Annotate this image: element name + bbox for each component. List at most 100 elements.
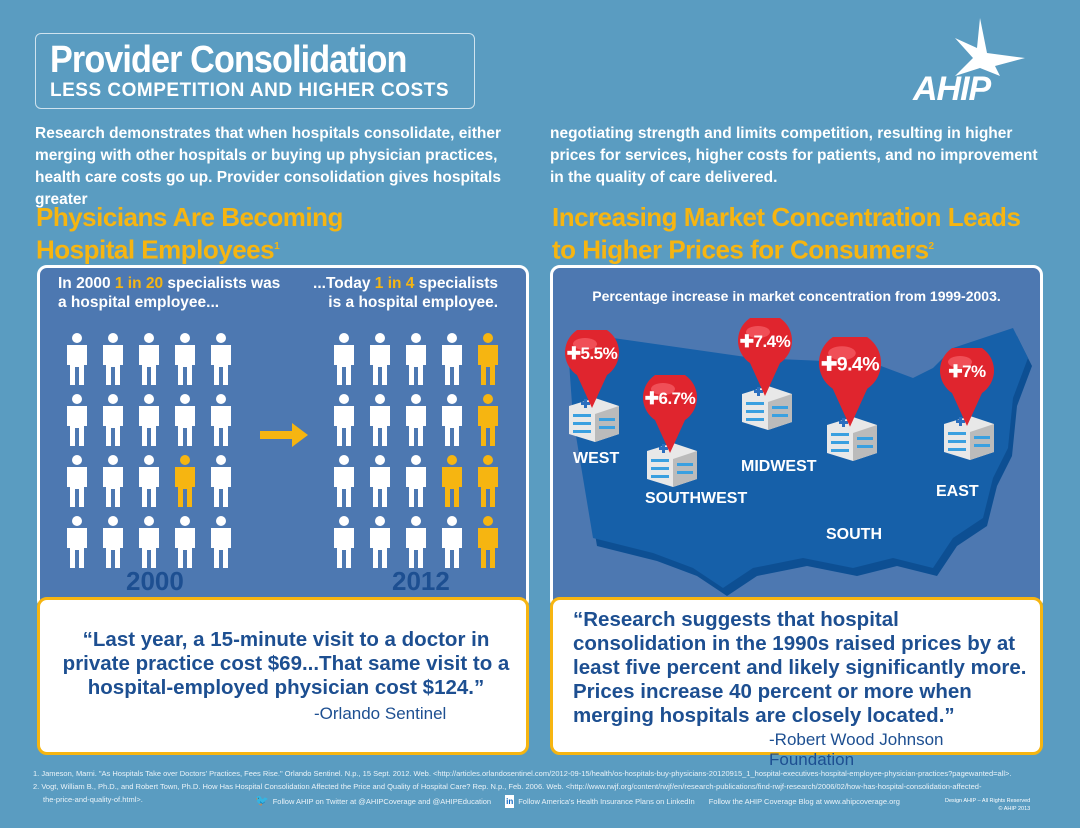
title-box: Provider Consolidation LESS COMPETITION … xyxy=(35,33,475,109)
person-icon xyxy=(209,333,233,385)
person-icon xyxy=(404,333,428,385)
caption-2012: ...Today 1 in 4 specialists is a hospital… xyxy=(313,275,498,311)
quote-source: -Robert Wood Johnson Foundation xyxy=(769,730,944,769)
star-icon xyxy=(955,18,1025,76)
heading-line: Physicians Are Becoming xyxy=(36,202,343,232)
physicians-panel: In 2000 1 in 20 specialists was a hospita… xyxy=(37,265,529,610)
copyright: © AHIP 2013 xyxy=(998,806,1031,812)
person-icon xyxy=(65,394,89,446)
footnotes: 1. Jameson, Marni. "As Hospitals Take ov… xyxy=(33,767,1053,806)
region-pin: ✚6.7% xyxy=(641,375,699,455)
credits: Design AHIP – All Rights Reserved © AHIP… xyxy=(945,797,1030,813)
person-icon xyxy=(368,394,392,446)
region-label: WEST xyxy=(573,450,620,467)
quote-card-right: “Research suggests that hospital consoli… xyxy=(550,597,1043,769)
person-icon xyxy=(332,455,356,507)
quote-text: “Research suggests that hospital consoli… xyxy=(573,608,1027,727)
region-value: ✚5.5% xyxy=(566,344,618,363)
linkedin-icon: in xyxy=(505,795,515,808)
person-icon-highlighted xyxy=(476,455,500,507)
intro-left: Research demonstrates that when hospital… xyxy=(35,125,501,208)
twitter-link[interactable]: Follow AHIP on Twitter at @AHIPCoverage … xyxy=(272,797,492,806)
person-icon-highlighted xyxy=(476,394,500,446)
region-pin: ✚7.4% xyxy=(736,318,794,398)
footnote: the-price-and-quality-of.html>. xyxy=(43,795,143,804)
footnote-ref: 2 xyxy=(928,241,935,252)
footer: 🐦 Follow AHIP on Twitter at @AHIPCoverag… xyxy=(255,795,900,808)
hospital-building-icon xyxy=(565,392,623,442)
person-icon xyxy=(209,394,233,446)
region-value: ✚7.4% xyxy=(739,332,791,351)
region-label: MIDWEST xyxy=(741,458,817,475)
footnote: 2. Vogt, William B., Ph.D., and Robert T… xyxy=(33,782,982,791)
map-caption: Percentage increase in market concentrat… xyxy=(592,288,1001,304)
person-icon-highlighted xyxy=(476,516,500,568)
left-heading: Physicians Are Becoming Hospital Employee… xyxy=(36,203,343,265)
person-icon xyxy=(368,455,392,507)
person-icon xyxy=(209,516,233,568)
ahip-logo: AHIP xyxy=(905,18,1035,110)
caption-2000: In 2000 1 in 20 specialists was a hospita… xyxy=(58,275,281,311)
right-heading: Increasing Market Concentration Leads to … xyxy=(552,203,1021,265)
twitter-icon: 🐦 xyxy=(255,795,269,807)
person-icon xyxy=(332,394,356,446)
person-icon-highlighted xyxy=(476,333,500,385)
person-icon xyxy=(404,394,428,446)
blog-link[interactable]: Follow the AHIP Coverage Blog at www.ahi… xyxy=(708,797,900,806)
market-panel: Percentage increase in market concentrat… xyxy=(550,265,1043,610)
hospital-building-icon xyxy=(643,437,701,487)
region-value: ✚6.7% xyxy=(644,389,696,408)
person-icon xyxy=(137,516,161,568)
person-icon xyxy=(137,333,161,385)
year-2000: 2000 xyxy=(126,566,184,596)
arrow-right-icon xyxy=(260,423,308,447)
person-icon xyxy=(101,455,125,507)
region-value: ✚9.4% xyxy=(820,353,880,375)
person-icon xyxy=(173,333,197,385)
region-value: ✚7% xyxy=(948,362,986,381)
person-icon xyxy=(368,516,392,568)
people-grid-2012 xyxy=(332,333,512,573)
hospital-building-icon xyxy=(823,405,881,461)
person-icon xyxy=(137,455,161,507)
region-pin: ✚7% xyxy=(938,348,996,428)
people-grid-2000 xyxy=(65,333,245,573)
region-pin: ✚5.5% xyxy=(563,330,621,410)
region-pin: ✚9.4% xyxy=(817,337,884,429)
person-icon xyxy=(65,516,89,568)
person-icon xyxy=(404,516,428,568)
person-icon xyxy=(101,516,125,568)
footnote: 1. Jameson, Marni. "As Hospitals Take ov… xyxy=(33,769,1012,778)
region-label: SOUTHWEST xyxy=(645,490,748,507)
person-icon xyxy=(101,333,125,385)
person-icon-highlighted xyxy=(173,455,197,507)
person-icon xyxy=(65,455,89,507)
person-icon xyxy=(368,333,392,385)
person-icon xyxy=(101,394,125,446)
quote-card-left: “Last year, a 15-minute visit to a docto… xyxy=(37,597,529,755)
year-2012: 2012 xyxy=(392,566,450,596)
region-markers: ✚5.5% WEST ✚6.7% SOUTHWEST ✚7.4% MIDWEST ✚9.4%… xyxy=(553,268,1040,607)
heading-line: Hospital Employees xyxy=(36,234,275,265)
region-label: SOUTH xyxy=(826,526,882,543)
footnote-ref: 1 xyxy=(274,241,280,252)
quote-text: “Last year, a 15-minute visit to a docto… xyxy=(62,628,510,699)
person-icon xyxy=(332,333,356,385)
hospital-building-icon xyxy=(940,410,998,460)
person-icon xyxy=(173,516,197,568)
person-icon xyxy=(440,516,464,568)
intro-right: negotiating strength and limits competit… xyxy=(550,125,1038,186)
person-icon xyxy=(440,333,464,385)
region-label: EAST xyxy=(936,483,979,500)
person-icon xyxy=(173,394,197,446)
page-title: Provider Consolidation xyxy=(50,39,407,81)
page-subtitle: LESS COMPETITION AND HIGHER COSTS xyxy=(50,80,449,101)
person-icon xyxy=(209,455,233,507)
credit: Design AHIP – All Rights Reserved xyxy=(945,798,1031,804)
linkedin-link[interactable]: Follow America's Health Insurance Plans … xyxy=(518,797,695,806)
person-icon xyxy=(332,516,356,568)
person-icon xyxy=(137,394,161,446)
quote-source: -Orlando Sentinel xyxy=(314,704,447,723)
heading-line: to Higher Prices for Consumers xyxy=(552,234,929,265)
person-icon xyxy=(440,394,464,446)
